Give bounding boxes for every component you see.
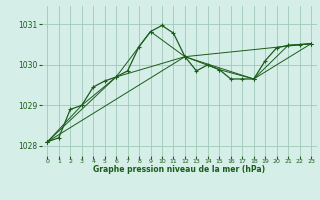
X-axis label: Graphe pression niveau de la mer (hPa): Graphe pression niveau de la mer (hPa) [93, 165, 265, 174]
